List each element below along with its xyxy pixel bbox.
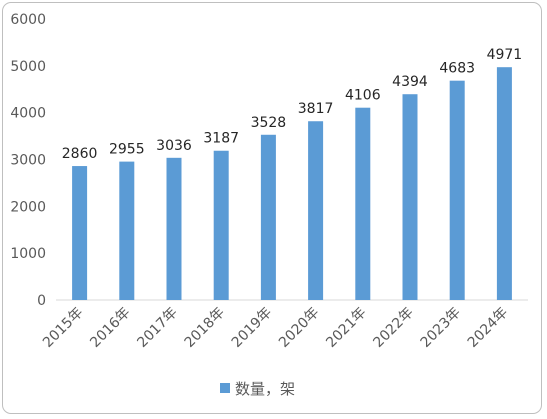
bar [402,94,418,301]
data-label: 4683 [439,61,475,77]
bar [72,166,88,300]
x-tick-label: 2024年 [465,305,511,351]
bar [166,157,182,300]
bar [355,107,371,300]
legend-label: 数量，架 [235,380,295,398]
x-tick-label: 2017年 [134,305,180,351]
y-tick-label: 3000 [10,153,46,169]
y-tick-label: 4000 [10,106,46,122]
bar [449,80,465,300]
x-tick-label: 2018年 [182,305,228,351]
data-label: 4971 [487,47,523,63]
bar [213,150,229,300]
data-label: 2860 [62,146,98,162]
x-tick-label: 2020年 [276,305,322,351]
x-tick-label: 2016年 [87,305,133,351]
bar [260,134,276,300]
bar [119,161,135,300]
x-tick-label: 2019年 [229,305,275,351]
data-label: 4106 [345,88,381,104]
bar [308,121,324,300]
y-tick-label: 0 [37,293,46,309]
data-label: 3528 [251,115,287,131]
y-tick-label: 5000 [10,59,46,75]
data-label: 3817 [298,101,334,117]
legend: 数量，架 [220,380,295,398]
x-tick-label: 2021年 [323,305,369,351]
x-tick-label: 2015年 [40,305,86,351]
y-tick-label: 2000 [10,199,46,215]
x-tick-label: 2022年 [370,305,416,351]
legend-swatch [220,383,230,393]
bars [72,67,512,301]
x-axis-ticks: 2015年 2016年 2017年 2018年 2019年 2020年 2021年 2022年… [40,305,511,351]
y-tick-label: 1000 [10,246,46,262]
y-axis-ticks: 0 1000 2000 3000 4000 5000 6000 [10,12,46,309]
data-label: 3187 [203,131,239,147]
data-labels: 2860 2955 3036 3187 3528 3817 4106 4394 4683 4971 [62,47,522,162]
data-label: 4394 [392,74,428,90]
y-tick-label: 6000 [10,12,46,28]
bar [496,67,512,300]
data-label: 3036 [156,138,192,154]
x-tick-label: 2023年 [418,305,464,351]
data-label: 2955 [109,142,145,158]
